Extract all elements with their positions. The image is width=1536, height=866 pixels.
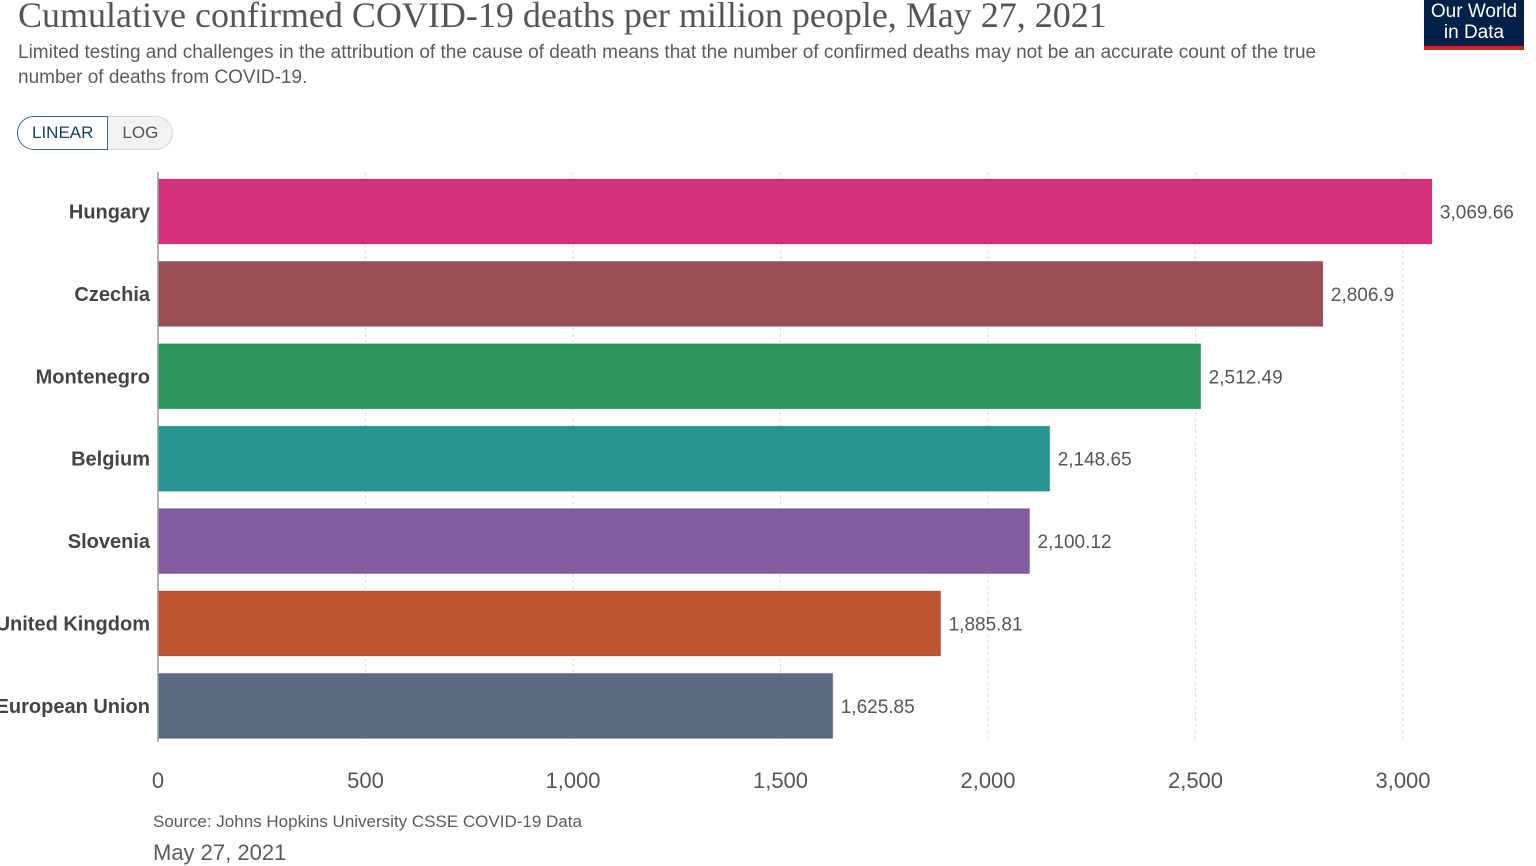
bar[interactable]	[157, 672, 834, 739]
x-tick-label: 500	[347, 768, 384, 793]
logo-line-2: in Data	[1443, 22, 1505, 43]
value-label: 2,100.12	[1038, 532, 1112, 553]
logo-line-1: Our World	[1430, 1, 1518, 22]
x-tick-label: 1,500	[753, 768, 808, 793]
country-label: European Union	[0, 696, 150, 718]
bar[interactable]	[157, 508, 1031, 575]
country-label: Montenegro	[36, 366, 150, 388]
country-label: Czechia	[74, 284, 150, 306]
bar[interactable]	[157, 178, 1433, 245]
chart-title: Cumulative confirmed COVID-19 deaths per…	[18, 0, 1107, 35]
x-tick-label: 2,000	[960, 768, 1015, 793]
value-label: 2,806.9	[1331, 285, 1394, 306]
linear-scale-button[interactable]: LINEAR	[17, 116, 109, 150]
x-tick-label: 2,500	[1168, 768, 1223, 793]
bar[interactable]	[157, 590, 942, 657]
x-tick-label: 1,000	[545, 768, 600, 793]
x-tick-label: 3,000	[1375, 768, 1430, 793]
value-label: 1,625.85	[841, 697, 915, 718]
value-label: 2,148.65	[1058, 450, 1132, 471]
owid-logo[interactable]: Our World in Data	[1424, 0, 1524, 50]
date-footer: May 27, 2021	[153, 840, 287, 865]
log-scale-button[interactable]: LOG	[108, 116, 174, 150]
country-label: Slovenia	[68, 531, 151, 553]
x-tick-label: 0	[152, 768, 164, 793]
source-note[interactable]: Source: Johns Hopkins University CSSE CO…	[153, 812, 582, 831]
value-label: 1,885.81	[949, 615, 1023, 636]
country-label: Hungary	[69, 202, 151, 224]
bar[interactable]	[157, 343, 1202, 410]
chart-subtitle: Limited testing and challenges in the at…	[18, 42, 1317, 88]
value-label: 2,512.49	[1209, 367, 1283, 388]
bar[interactable]	[157, 425, 1051, 492]
scale-toggle: LINEAR LOG	[17, 116, 174, 150]
country-label: United Kingdom	[0, 614, 150, 636]
country-label: Belgium	[71, 449, 150, 471]
value-label: 3,069.66	[1440, 203, 1514, 224]
bar[interactable]	[157, 260, 1324, 327]
